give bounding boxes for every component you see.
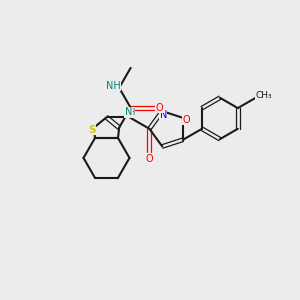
Text: H: H — [128, 108, 135, 117]
Text: CH₃: CH₃ — [255, 91, 272, 100]
Text: N: N — [125, 107, 132, 117]
Text: O: O — [146, 154, 153, 164]
Text: S: S — [88, 125, 96, 135]
Text: O: O — [156, 103, 164, 113]
Text: NH: NH — [106, 81, 121, 91]
Text: N: N — [160, 110, 167, 120]
Text: O: O — [182, 115, 190, 125]
